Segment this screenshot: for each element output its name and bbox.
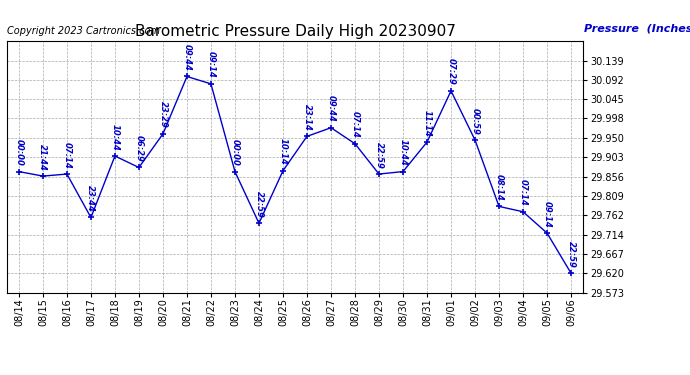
Text: 10:14: 10:14 — [279, 138, 288, 165]
Text: 09:14: 09:14 — [206, 51, 215, 78]
Text: Pressure  (Inches/Hg): Pressure (Inches/Hg) — [584, 24, 690, 34]
Text: 22:59: 22:59 — [566, 241, 575, 268]
Text: 09:44: 09:44 — [182, 44, 191, 71]
Text: 23:14: 23:14 — [302, 104, 311, 131]
Text: Copyright 2023 Cartronics.com: Copyright 2023 Cartronics.com — [7, 26, 160, 36]
Text: 23:44: 23:44 — [86, 185, 95, 212]
Text: 07:14: 07:14 — [62, 142, 72, 168]
Text: 07:14: 07:14 — [518, 179, 528, 206]
Text: 08:14: 08:14 — [495, 174, 504, 201]
Text: 09:14: 09:14 — [542, 201, 551, 228]
Text: 10:44: 10:44 — [110, 124, 119, 150]
Text: 21:44: 21:44 — [39, 144, 48, 171]
Text: 00:59: 00:59 — [471, 108, 480, 135]
Text: 07:14: 07:14 — [351, 111, 359, 138]
Text: 11:14: 11:14 — [422, 110, 431, 136]
Text: 22:59: 22:59 — [375, 142, 384, 168]
Text: 22:59: 22:59 — [255, 191, 264, 217]
Text: 07:29: 07:29 — [446, 58, 455, 85]
Text: 00:00: 00:00 — [14, 139, 23, 166]
Text: 09:44: 09:44 — [326, 95, 335, 122]
Text: 06:29: 06:29 — [135, 135, 144, 162]
Text: 00:00: 00:00 — [230, 139, 239, 166]
Text: 10:44: 10:44 — [399, 139, 408, 166]
Text: 23:29: 23:29 — [159, 102, 168, 128]
Title: Barometric Pressure Daily High 20230907: Barometric Pressure Daily High 20230907 — [135, 24, 455, 39]
